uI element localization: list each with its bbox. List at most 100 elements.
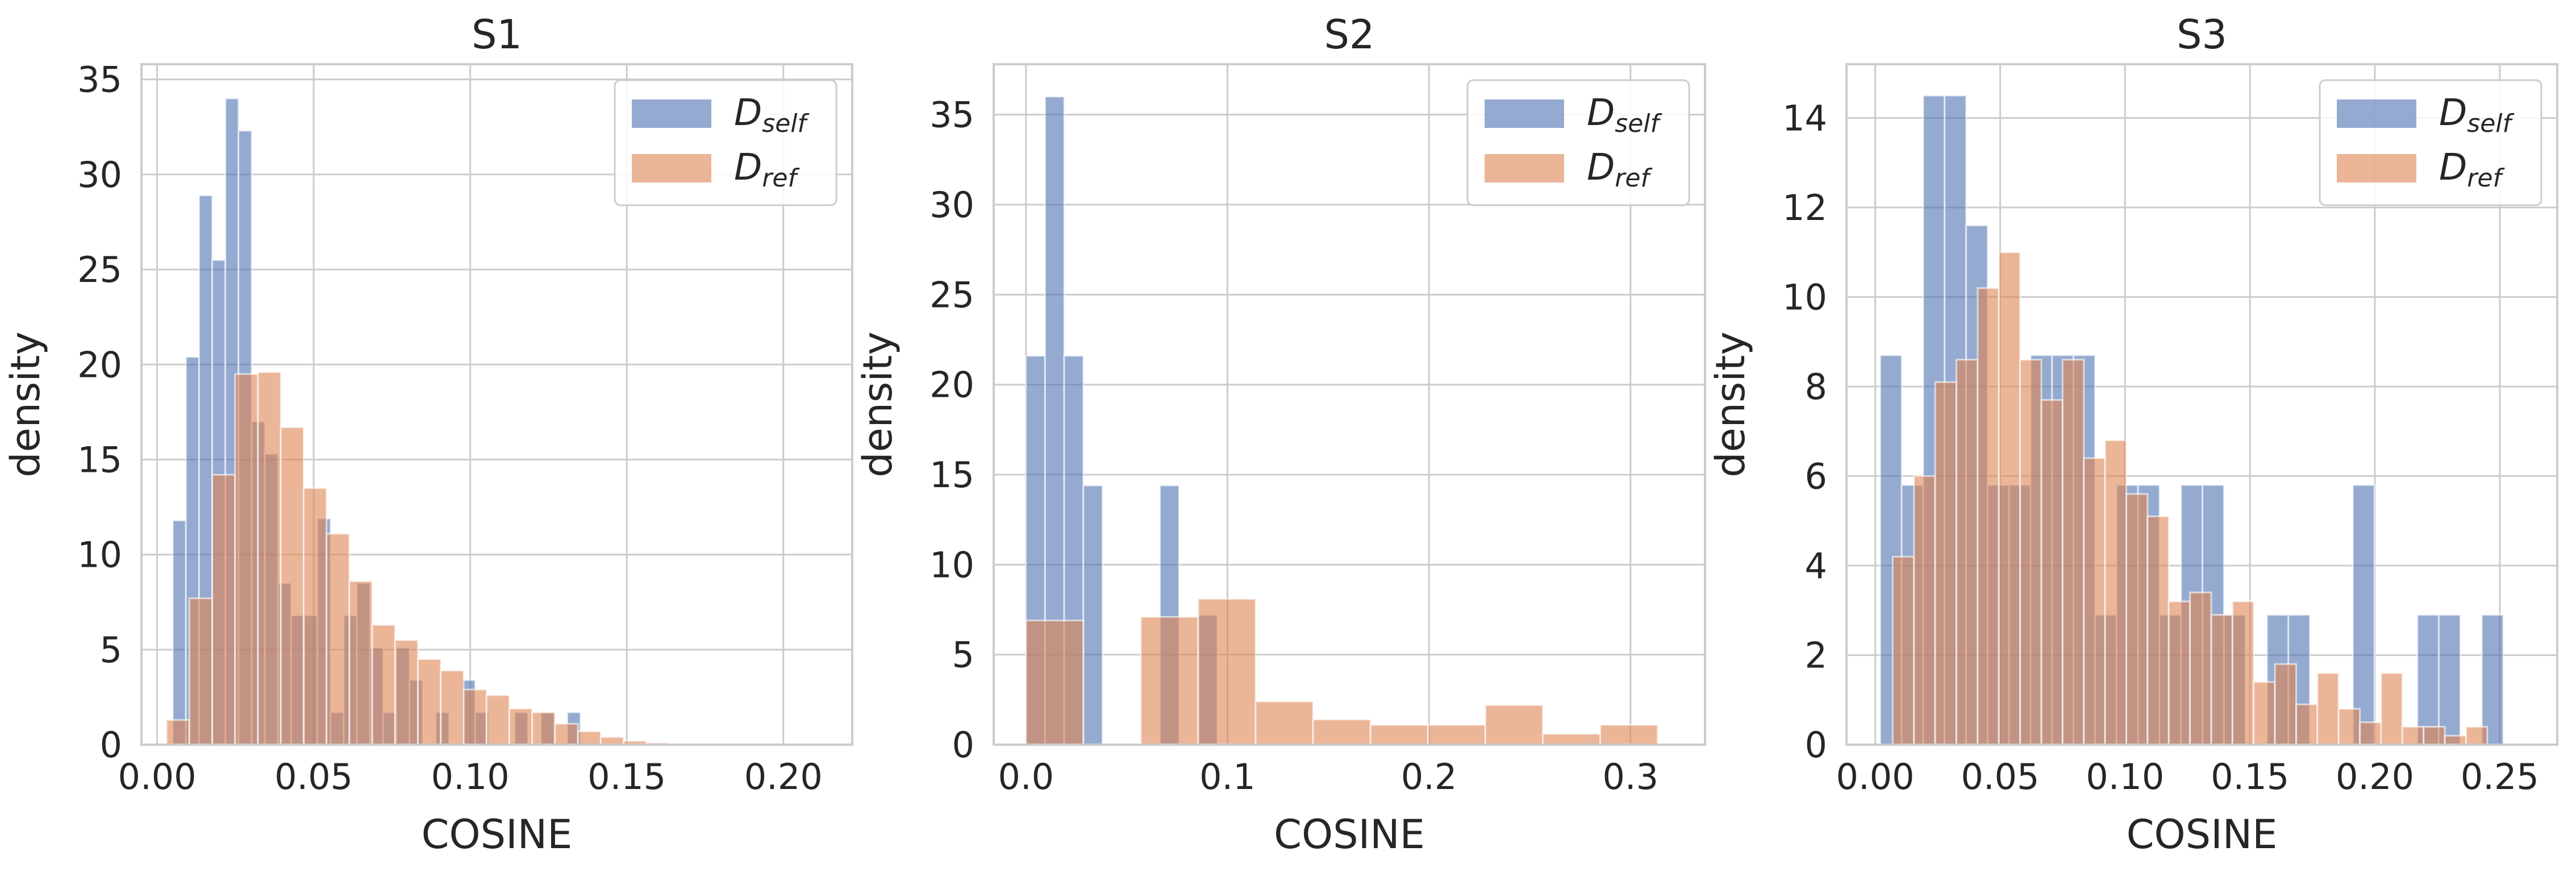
x-tick-label: 0.20 — [2336, 756, 2414, 798]
histogram-bar-ref — [2274, 663, 2297, 746]
histogram-bar-ref — [2316, 672, 2340, 746]
legend-box — [614, 79, 837, 206]
x-axis-label: COSINE — [422, 811, 573, 858]
histogram-bar-ref — [2359, 721, 2382, 746]
histogram-bar-ref — [2104, 439, 2127, 746]
y-tick-label: 8 — [1805, 366, 1827, 408]
legend-label-ref: Dref — [734, 147, 800, 193]
histogram-bar-ref — [1977, 287, 2000, 746]
chart-title: S1 — [472, 11, 522, 58]
y-tick-label: 2 — [1805, 635, 1827, 676]
histogram-bar-self — [2416, 614, 2440, 746]
histogram-bar-ref — [1934, 381, 1957, 746]
y-axis-label: density — [1707, 331, 1754, 477]
y-tick-label: 20 — [929, 364, 974, 406]
legend-label-self: Dself — [2439, 92, 2515, 138]
y-tick-label: 35 — [77, 59, 122, 101]
histogram-bar-ref — [2401, 726, 2425, 746]
y-tick-label: 30 — [929, 184, 974, 226]
legend-swatch-self — [1485, 99, 1564, 128]
histogram-bar-ref — [1369, 724, 1429, 746]
chart-panel-1: 0.00 0.05 0.10 0.15 0.20 0 5 10 15 20 25 30 35 S1 COSI… — [2, 11, 853, 858]
legend-swatch-self — [2337, 99, 2416, 128]
histogram-bar-ref — [1312, 719, 1372, 746]
histogram-bar-ref — [1599, 724, 1659, 746]
histogram-bar-ref — [2465, 726, 2489, 746]
legend-label-ref: Dref — [1587, 147, 1653, 193]
histogram-bar-ref — [1254, 700, 1314, 746]
histogram-bar-ref — [2061, 359, 2085, 746]
histogram-bar-ref — [2210, 614, 2233, 746]
histogram-bar-ref — [485, 694, 511, 746]
histogram-bar-ref — [394, 639, 419, 746]
plot-frame — [140, 63, 853, 746]
histogram-bar-ref — [1427, 724, 1486, 746]
histogram-bar-ref — [531, 711, 556, 746]
x-tick-label: 0.10 — [431, 756, 510, 798]
histogram-bar-ref — [1955, 359, 1979, 746]
histogram-bar-ref — [599, 736, 625, 746]
y-tick-label: 12 — [1782, 187, 1827, 229]
histogram-bar-ref — [2125, 493, 2149, 746]
histogram-bar-ref — [211, 474, 236, 746]
histogram-bar-self — [2352, 484, 2375, 746]
histogram-bar-ref — [2295, 703, 2319, 746]
y-tick-label: 0 — [1805, 724, 1827, 766]
y-tick-label: 25 — [929, 274, 974, 315]
y-tick-label: 10 — [929, 544, 974, 586]
histogram-bar-ref — [2253, 681, 2276, 746]
y-tick-label: 0 — [100, 724, 122, 766]
histogram-bar-ref — [577, 730, 602, 746]
y-tick-label: 10 — [1782, 277, 1827, 318]
chart-title: S3 — [2177, 11, 2227, 58]
y-tick-label: 30 — [77, 154, 122, 196]
chart-title: S2 — [1324, 11, 1375, 58]
histogram-bar-ref — [554, 722, 579, 746]
legend-label-self: Dself — [734, 92, 810, 138]
x-tick-label: 0.1 — [1199, 756, 1256, 798]
plot-frame — [993, 63, 1706, 746]
y-tick-label: 10 — [77, 534, 122, 576]
histogram-bar-ref — [2040, 399, 2064, 746]
x-axis-label: COSINE — [2127, 811, 2278, 858]
legend: Dself Dref — [614, 79, 837, 206]
x-tick-label: 0.20 — [744, 756, 823, 798]
y-tick-label: 14 — [1782, 98, 1827, 139]
chart-panel-3: 0.00 0.05 0.10 0.15 0.20 0.25 0 2 4 6 8 10 12 14 S3 COS… — [1707, 11, 2558, 858]
x-tick-label: 0.10 — [2086, 756, 2164, 798]
histogram-bar-ref — [2019, 359, 2043, 746]
legend-label-ref: Dref — [2439, 147, 2505, 193]
x-tick-label: 0.00 — [118, 756, 197, 798]
histogram-bar-ref — [348, 580, 373, 746]
histogram-bar-ref — [2444, 734, 2467, 746]
y-tick-label: 35 — [929, 94, 974, 136]
histogram-bar-ref — [440, 670, 465, 746]
histogram-bar-ref — [1140, 616, 1199, 746]
x-tick-label: 0.15 — [587, 756, 666, 798]
x-tick-label: 0.15 — [2211, 756, 2289, 798]
histogram-bar-ref — [1197, 598, 1257, 746]
histogram-bar-self — [1082, 484, 1104, 746]
histogram-bar-ref — [1484, 704, 1544, 746]
chart-panel-2: 0.0 0.1 0.2 0.3 0 5 10 15 20 25 30 35 S2 COSINE densit… — [855, 11, 1706, 858]
x-tick-label: 0.25 — [2461, 756, 2539, 798]
histogram-bar-ref — [417, 658, 442, 746]
histogram-bar-ref — [165, 719, 190, 746]
histogram-bar-ref — [462, 688, 487, 746]
plot-frame — [1845, 63, 2558, 746]
x-tick-label: 0.05 — [274, 756, 353, 798]
legend-swatch-ref — [632, 154, 711, 182]
histogram-bar-ref — [1025, 620, 1085, 746]
x-tick-label: 0.3 — [1602, 756, 1658, 798]
histogram-bar-ref — [1891, 555, 1915, 746]
legend-swatch-ref — [2337, 154, 2416, 182]
y-tick-label: 4 — [1805, 545, 1827, 587]
histogram-bar-ref — [2231, 600, 2255, 746]
y-tick-label: 15 — [929, 454, 974, 496]
legend-label-self: Dself — [1587, 92, 1663, 138]
legend-box — [1466, 79, 1690, 206]
histogram-bar-ref — [2380, 672, 2403, 746]
legend: Dself Dref — [1466, 79, 1690, 206]
histogram-bar-self — [172, 519, 187, 746]
